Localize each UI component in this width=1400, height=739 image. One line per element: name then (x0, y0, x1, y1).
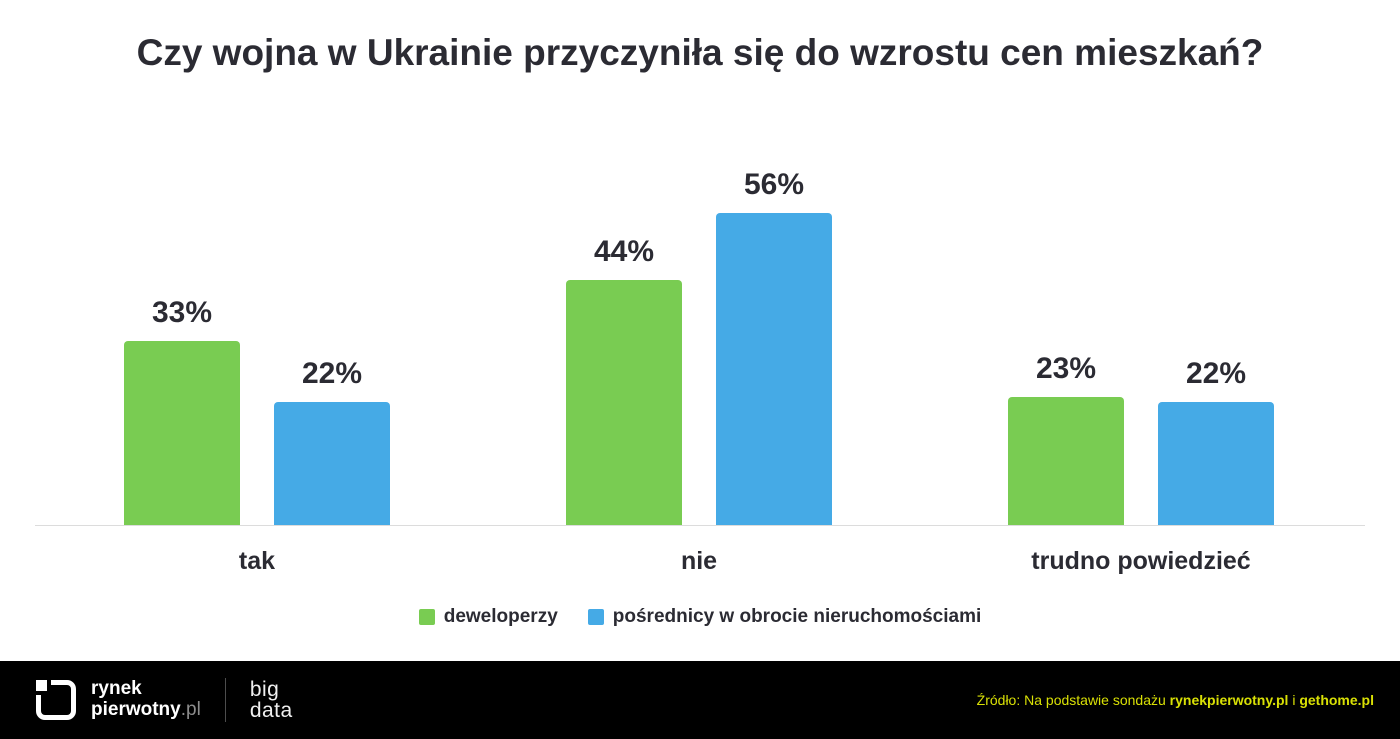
source-brand-2: gethome.pl (1299, 692, 1374, 708)
bar-series-pośrednicy (1158, 402, 1274, 525)
legend-label: deweloperzy (443, 606, 558, 627)
legend-swatch (587, 609, 604, 625)
bar-wrap: 22% (274, 357, 390, 525)
bar-wrap: 33% (124, 296, 240, 525)
source-mid: i (1288, 692, 1300, 708)
rynekpierwotny-logo-icon (36, 680, 76, 720)
bar-value-label: 56% (743, 168, 805, 201)
category-label: trudno powiedzieć (1031, 547, 1251, 575)
logo-line2-suffix: .pl (180, 699, 201, 720)
bar-series-pośrednicy (716, 213, 832, 525)
legend: deweloperzy pośrednicy w obrocie nierucho… (0, 606, 1400, 628)
legend-item: pośrednicy w obrocie nieruchomościami (587, 606, 982, 628)
bar-series-deweloperzy (124, 341, 240, 525)
category-label: nie (680, 547, 718, 575)
legend-label: pośrednicy w obrocie nieruchomościami (612, 606, 982, 627)
bar-value-label: 33% (151, 296, 213, 329)
bar-value-label: 44% (593, 235, 655, 268)
bar-group: 23% 22% (1008, 352, 1274, 525)
bigdata-logo-text: big data (250, 679, 293, 721)
bar-series-pośrednicy (274, 402, 390, 525)
bar-wrap: 23% (1008, 352, 1124, 525)
legend-item: deweloperzy (418, 606, 558, 628)
legend-swatch (418, 609, 435, 625)
source-prefix: Źródło: Na podstawie sondażu (976, 692, 1170, 708)
category-row: tak nie trudno powiedzieć (124, 547, 1274, 576)
chart-title: Czy wojna w Ukrainie przyczyniła się do … (136, 32, 1264, 73)
bar-wrap: 44% (566, 235, 682, 525)
bar-value-label: 22% (1185, 357, 1247, 390)
source-text: Źródło: Na podstawie sondażu rynekpierwo… (977, 692, 1374, 708)
bar-group: 33% 22% (124, 296, 390, 525)
source-brand-1: rynekpierwotny.pl (1169, 692, 1289, 708)
bar-wrap: 22% (1158, 357, 1274, 525)
category-label: tak (238, 547, 276, 575)
bigdata-line1: big (249, 678, 280, 701)
logo-line2-main: pierwotny (91, 699, 181, 720)
footer-divider (224, 678, 226, 722)
chart-baseline (35, 525, 1365, 526)
footer-brand-block: rynek pierwotny.pl big data (36, 678, 293, 722)
footer-bar: rynek pierwotny.pl big data Źródło: Na p… (0, 661, 1400, 739)
bar-group: 44% 56% (566, 168, 832, 525)
bar-value-label: 23% (1035, 352, 1097, 385)
bar-series-deweloperzy (1008, 397, 1124, 525)
bigdata-line2: data (249, 699, 293, 722)
bar-wrap: 56% (716, 168, 832, 525)
chart-groups: 33% 22% 44% 56% 23% 22% (124, 0, 1274, 525)
rynekpierwotny-logo-text: rynek pierwotny.pl (91, 679, 201, 720)
logo-line2: pierwotny.pl (91, 699, 201, 721)
bar-value-label: 22% (301, 357, 363, 390)
logo-line1: rynek (91, 678, 142, 700)
bar-series-deweloperzy (566, 280, 682, 525)
